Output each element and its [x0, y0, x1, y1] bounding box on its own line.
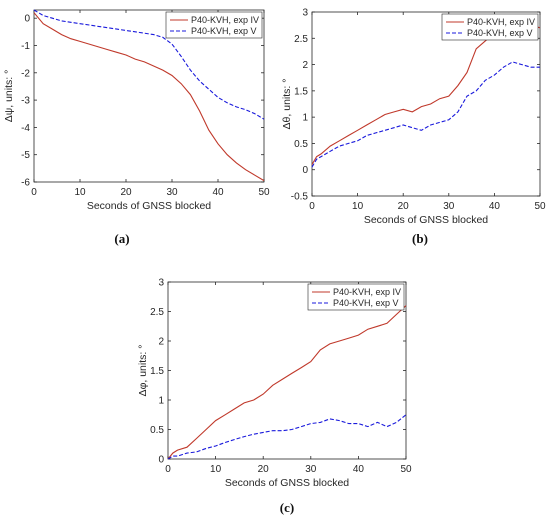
x-tick-label-b: 0 — [309, 201, 315, 212]
chart-panel-c: 0 10 20 30 40 50 0 0.5 1 1.5 2 2.5 3 Seconds of GNSS … — [137, 278, 412, 516]
x-axis-label-b: Seconds of GNSS blocked — [364, 214, 488, 226]
x-tick-label-b: 10 — [352, 201, 364, 212]
x-tick-label-a: 0 — [31, 187, 37, 198]
y-tick-label-c: 2 — [158, 337, 164, 348]
series-line-a-1 — [33, 12, 265, 182]
x-tick-label-c: 0 — [165, 464, 171, 475]
series-line-a-2 — [33, 9, 265, 120]
legend-box-c — [307, 283, 405, 311]
y-tick-label-b: 3 — [302, 8, 308, 19]
series-line-b-2 — [311, 61, 540, 168]
legend-label-b-1: P40-KVH, exp IV — [467, 17, 535, 27]
y-tick-label-c: 0 — [158, 455, 164, 466]
x-tick-label-c: 10 — [210, 464, 222, 475]
plot-area-b — [311, 11, 541, 197]
y-tick-label-a: 0 — [24, 14, 30, 25]
y-tick-label-c: 1 — [158, 396, 164, 407]
series-line-c-1 — [167, 305, 407, 460]
x-tick-label-a: 20 — [120, 187, 132, 198]
y-tick-label-c: 2.5 — [150, 307, 164, 318]
legend-label-b-2: P40-KVH, exp V — [467, 28, 533, 38]
legend-label-c-1: P40-KVH, exp IV — [333, 287, 401, 297]
y-tick-label-a: -3 — [21, 96, 30, 107]
y-tick-label-b: -0.5 — [291, 192, 309, 203]
y-tick-label-a: -4 — [21, 123, 30, 134]
plot-area-c — [167, 281, 407, 460]
y-axis-label-a: Δψ, units: ° — [3, 70, 15, 123]
y-tick-label-c: 0.5 — [150, 425, 164, 436]
y-tick-label-b: 2.5 — [294, 34, 308, 45]
x-axis-label-c: Seconds of GNSS blocked — [225, 477, 349, 489]
y-tick-label-b: 1 — [302, 113, 308, 124]
x-tick-label-c: 30 — [305, 464, 317, 475]
x-tick-label-a: 30 — [166, 187, 178, 198]
chart-panel-a: 0 10 20 30 40 50 0 -1 -2 -3 -4 -5 -6 Seconds of GNSS … — [3, 9, 270, 246]
y-tick-label-a: -2 — [21, 68, 30, 79]
y-tick-label-a: -5 — [21, 150, 30, 161]
legend-label-a-1: P40-KVH, exp IV — [191, 15, 259, 25]
legend-box-b — [441, 13, 539, 41]
y-tick-label-c: 1.5 — [150, 366, 164, 377]
x-tick-label-b: 40 — [489, 201, 501, 212]
y-axis-label-c: Δφ, units: ° — [137, 345, 149, 397]
y-tick-label-b: 0.5 — [294, 139, 308, 150]
x-tick-label-c: 20 — [258, 464, 270, 475]
x-tick-label-b: 20 — [398, 201, 410, 212]
x-tick-label-b: 50 — [534, 201, 546, 212]
x-tick-label-b: 30 — [443, 201, 455, 212]
panel-caption-b: (b) — [412, 231, 428, 246]
x-tick-label-c: 40 — [353, 464, 365, 475]
x-axis-label-a: Seconds of GNSS blocked — [87, 200, 211, 212]
x-tick-label-a: 40 — [212, 187, 224, 198]
legend-box-a — [165, 11, 263, 39]
x-tick-label-a: 10 — [74, 187, 86, 198]
series-line-c-2 — [167, 414, 407, 460]
y-tick-label-a: -1 — [21, 41, 30, 52]
legend-label-a-2: P40-KVH, exp V — [191, 26, 257, 36]
legend-label-c-2: P40-KVH, exp V — [333, 298, 399, 308]
x-tick-label-a: 50 — [258, 187, 270, 198]
y-tick-label-b: 0 — [302, 165, 308, 176]
y-tick-label-a: -6 — [21, 178, 30, 189]
x-tick-label-c: 50 — [400, 464, 412, 475]
panel-caption-c: (c) — [280, 500, 294, 515]
y-axis-label-b: Δθ, units: ° — [281, 79, 293, 130]
y-tick-label-b: 1.5 — [294, 86, 308, 97]
panel-caption-a: (a) — [114, 231, 129, 246]
y-tick-label-c: 3 — [158, 278, 164, 289]
y-tick-label-b: 2 — [302, 60, 308, 71]
